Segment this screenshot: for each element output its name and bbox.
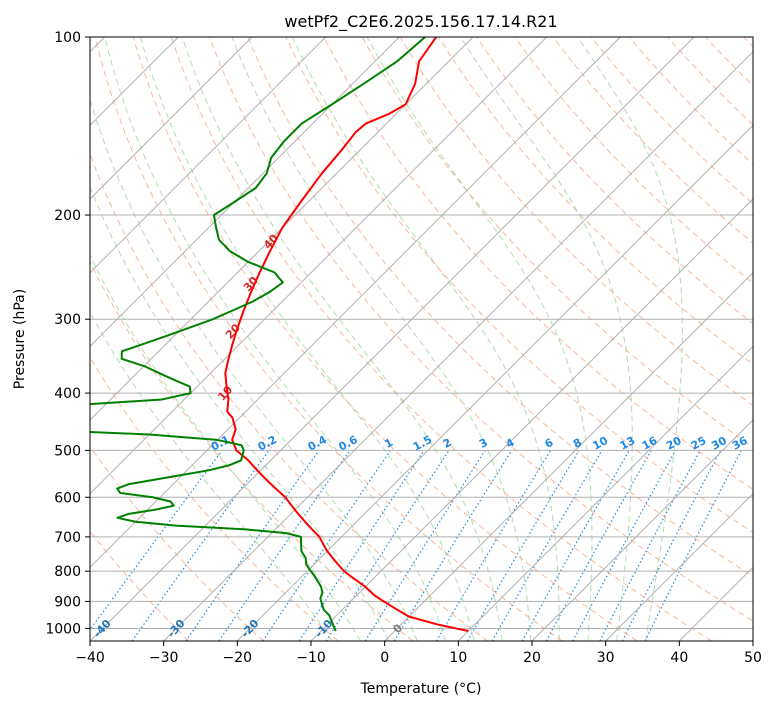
mixing-ratio-line (545, 450, 652, 641)
y-tick-label: 1000 (45, 621, 81, 637)
x-tick-label: 10 (449, 650, 467, 666)
moist-adiabat (577, 37, 683, 641)
isotherm-line (90, 37, 474, 421)
y-tick-label: 100 (54, 30, 81, 46)
grid-lines (90, 37, 753, 641)
x-axis-ticks: −40 −30 −20 −10 0 10 20 30 40 50 (75, 641, 762, 666)
mixing-ratio-line (325, 450, 450, 641)
mixing-ratio-label: 30 (709, 434, 729, 453)
isotherm-line (90, 37, 695, 641)
mixing-ratio-label: 25 (689, 434, 709, 453)
mixing-ratio-line (644, 450, 743, 641)
isotherm-line (310, 198, 753, 641)
x-tick-label: 30 (597, 650, 615, 666)
y-tick-label: 700 (54, 530, 81, 546)
y-axis-title: Pressure (hPa) (12, 289, 28, 389)
isotherm-line (531, 419, 753, 641)
isotherm-line (90, 37, 621, 569)
y-tick-label: 500 (54, 443, 81, 459)
y-tick-label: 800 (54, 564, 81, 580)
y-tick-label: 400 (54, 386, 81, 402)
moist-adiabat (90, 97, 418, 641)
dewpoint-profile-line (90, 37, 426, 632)
moist-adiabat (292, 37, 560, 641)
dry-adiabat (323, 37, 753, 491)
isotherm-line (90, 37, 548, 495)
x-axis-title: Temperature (°C) (360, 681, 482, 697)
chart-title: wetPf2_C2E6.2025.156.17.14.R21 (284, 12, 557, 32)
x-tick-label: −40 (75, 650, 105, 666)
moist-adiabat (90, 185, 390, 641)
isotherm-line (163, 50, 753, 641)
x-tick-label: −10 (296, 650, 326, 666)
mixing-ratio-label: 20 (664, 434, 684, 453)
x-tick-label: −20 (223, 650, 253, 666)
x-tick-label: −30 (149, 650, 179, 666)
mixing-ratio-line (393, 450, 513, 641)
moist-adiabat-lines (90, 37, 683, 641)
dry-adiabat (285, 37, 753, 534)
dry-adiabat (514, 37, 753, 284)
moist-adiabat (460, 37, 633, 641)
mixing-ratio-line (572, 450, 677, 641)
isotherm-line (236, 124, 753, 641)
isotherm-line (384, 271, 753, 641)
isotherm-line (457, 345, 753, 641)
mixing-ratio-label: 10 (590, 434, 610, 453)
y-tick-label: 300 (54, 312, 81, 328)
dry-adiabat (170, 37, 712, 641)
isotherm-line (90, 37, 327, 274)
moist-adiabat (366, 37, 593, 641)
moist-adiabat (90, 310, 333, 641)
y-tick-label: 900 (54, 594, 81, 610)
mixing-ratio-line (185, 450, 320, 641)
moist-adiabat (181, 37, 503, 641)
sounding-series (90, 37, 469, 632)
mixing-ratio-line (521, 450, 630, 641)
isotherm-line (90, 37, 253, 200)
dry-adiabat (247, 37, 753, 577)
dry-adiabat (209, 37, 753, 622)
x-tick-label: 40 (670, 650, 688, 666)
y-tick-label: 600 (54, 490, 81, 506)
dry-adiabat (94, 37, 563, 641)
moist-adiabat (104, 37, 446, 641)
mixing-ratio-line (90, 450, 223, 631)
dry-adiabat (90, 260, 414, 641)
y-tick-label: 200 (54, 208, 81, 224)
dry-adiabat (132, 37, 638, 641)
mixing-ratio-line (298, 450, 425, 641)
moist-adiabat (231, 37, 532, 641)
isotherm-line (605, 492, 753, 641)
mixing-ratio-line (262, 450, 391, 641)
dry-adiabat (90, 356, 339, 641)
mixing-ratio-label: 16 (640, 434, 660, 453)
mixing-ratio-label: 36 (730, 434, 750, 453)
plot-frame (89, 36, 754, 642)
mixing-ratio-line (621, 450, 722, 641)
dry-adiabat (476, 37, 753, 325)
temperature-profile-line (224, 37, 469, 632)
dry-adiabat-lines (90, 37, 753, 641)
x-tick-label: 0 (380, 650, 389, 666)
isotherm-line (90, 37, 400, 348)
dry-adiabat (90, 445, 264, 641)
mixing-ratio-line (218, 450, 351, 641)
x-tick-label: 50 (744, 650, 762, 666)
mixing-ratio-label: 13 (618, 434, 638, 453)
x-tick-label: 20 (523, 650, 541, 666)
y-axis-ticks: 100 200 300 400 500 600 700 800 900 1000 (45, 30, 90, 637)
